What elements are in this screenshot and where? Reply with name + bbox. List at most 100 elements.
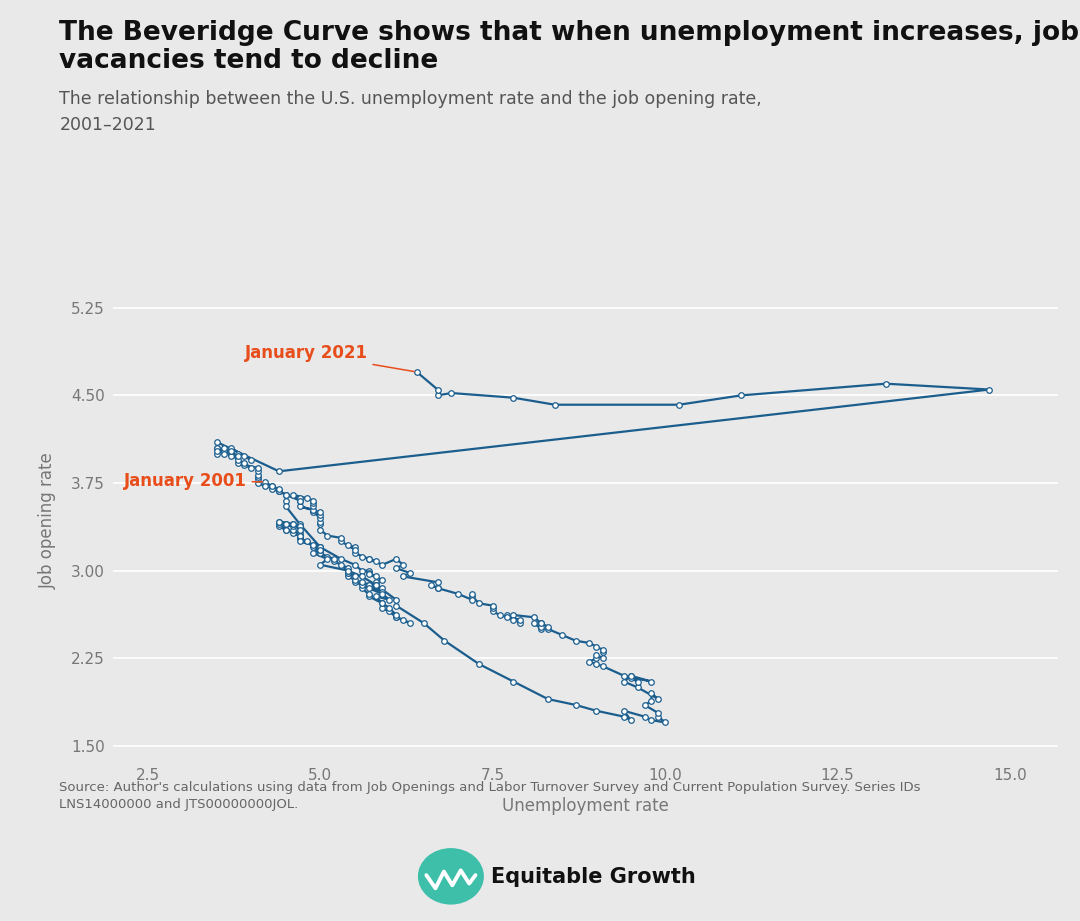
Point — [588, 704, 605, 718]
Point — [347, 546, 364, 561]
Point — [394, 557, 411, 572]
Point — [333, 530, 350, 545]
Point — [222, 444, 240, 459]
Point — [622, 669, 639, 683]
Point — [429, 581, 446, 596]
Point — [270, 484, 287, 498]
Point — [347, 573, 364, 588]
Point — [270, 519, 287, 533]
Point — [278, 522, 295, 537]
Point — [581, 635, 598, 650]
Point — [305, 538, 322, 553]
Point — [360, 552, 377, 566]
Point — [339, 564, 356, 578]
Point — [339, 564, 356, 578]
Point — [291, 493, 308, 507]
Point — [402, 565, 419, 580]
Point — [463, 592, 481, 607]
Point — [388, 610, 405, 624]
Point — [594, 651, 611, 666]
Point — [215, 440, 232, 455]
Y-axis label: Job opening rate: Job opening rate — [39, 452, 57, 589]
Point — [532, 622, 550, 636]
Point — [546, 397, 564, 412]
Point — [616, 704, 633, 718]
Point — [374, 584, 391, 599]
Point — [588, 639, 605, 654]
Point — [291, 530, 308, 545]
Point — [463, 587, 481, 601]
Point — [429, 575, 446, 589]
Point — [347, 557, 364, 572]
Point — [471, 657, 488, 671]
Point — [208, 444, 226, 459]
Point — [249, 472, 267, 487]
Point — [512, 612, 529, 627]
Point — [222, 440, 240, 455]
Point — [333, 552, 350, 566]
Point — [291, 522, 308, 537]
Point — [312, 517, 329, 531]
Point — [588, 647, 605, 662]
Point — [394, 612, 411, 627]
Point — [249, 468, 267, 483]
Point — [650, 692, 667, 706]
Point — [402, 616, 419, 631]
Point — [305, 540, 322, 554]
Point — [291, 499, 308, 514]
Point — [367, 577, 384, 592]
Point — [367, 569, 384, 584]
Point — [360, 566, 377, 581]
Point — [388, 608, 405, 623]
Point — [270, 514, 287, 529]
Text: Source: Author's calculations using data from Job Openings and Labor Turnover Su: Source: Author's calculations using data… — [59, 781, 921, 811]
Point — [305, 503, 322, 518]
Point — [284, 526, 301, 541]
Point — [347, 542, 364, 557]
Point — [319, 552, 336, 566]
Point — [380, 600, 397, 615]
Point — [360, 587, 377, 601]
Text: vacancies tend to decline: vacancies tend to decline — [59, 48, 438, 74]
Point — [305, 495, 322, 510]
Point — [312, 510, 329, 525]
Point — [291, 526, 308, 541]
Point — [312, 505, 329, 519]
Point — [443, 386, 460, 401]
Point — [339, 561, 356, 576]
Point — [588, 657, 605, 671]
Point — [671, 397, 688, 412]
Text: Equitable Growth: Equitable Growth — [491, 867, 697, 887]
Point — [498, 608, 515, 623]
Point — [305, 505, 322, 519]
Point — [257, 479, 274, 494]
Point — [567, 634, 584, 648]
Point — [498, 610, 515, 624]
Point — [325, 554, 342, 568]
Point — [367, 577, 384, 592]
Point — [249, 460, 267, 475]
Point — [408, 365, 426, 379]
Point — [284, 517, 301, 531]
Point — [243, 452, 260, 467]
Point — [249, 475, 267, 490]
Point — [270, 482, 287, 496]
Point — [278, 487, 295, 502]
Point — [657, 715, 674, 729]
Point — [629, 674, 646, 689]
Point — [388, 552, 405, 566]
Point — [339, 565, 356, 580]
Point — [319, 549, 336, 564]
Text: The Beveridge Curve shows that when unemployment increases, job: The Beveridge Curve shows that when unem… — [59, 20, 1079, 46]
Point — [312, 546, 329, 561]
Point — [222, 447, 240, 461]
Point — [622, 669, 639, 683]
Point — [208, 447, 226, 461]
Point — [539, 619, 556, 634]
Point — [353, 564, 370, 578]
Point — [650, 709, 667, 724]
Point — [312, 540, 329, 554]
Point — [222, 449, 240, 463]
Point — [504, 674, 522, 689]
Point — [594, 645, 611, 659]
